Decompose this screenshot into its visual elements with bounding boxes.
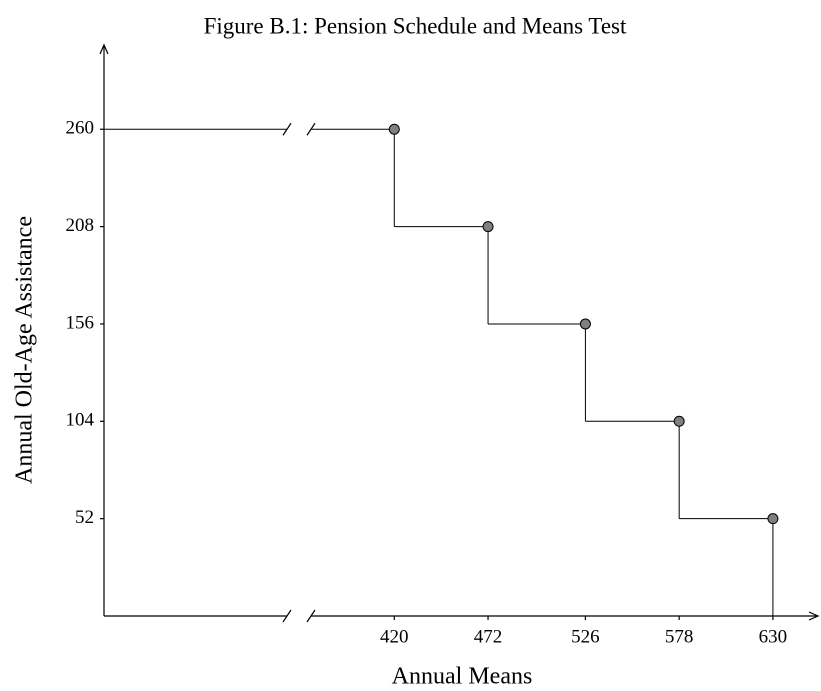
x-tick-label: 420 (380, 626, 409, 647)
step-point (482, 221, 494, 233)
x-tick-label: 526 (571, 626, 600, 647)
step-point (388, 123, 400, 135)
axis-break (306, 609, 316, 623)
y-tick-label: 104 (66, 410, 95, 431)
step-point (673, 415, 685, 427)
x-tick-label: 630 (759, 626, 788, 647)
line-break (282, 122, 292, 136)
x-tick-label: 578 (665, 626, 694, 647)
y-tick-label: 156 (66, 312, 95, 333)
step-point (767, 513, 779, 525)
y-tick-label: 260 (66, 118, 95, 139)
x-axis-label: Annual Means (392, 664, 533, 690)
axis-break (282, 609, 292, 623)
y-tick-label: 52 (75, 507, 94, 528)
x-axis-arrow (808, 611, 820, 621)
line-break (306, 122, 316, 136)
y-axis-arrow (99, 43, 109, 55)
x-tick-label: 472 (474, 626, 503, 647)
step-point (579, 318, 591, 330)
y-tick-label: 208 (66, 215, 95, 236)
chart-title: Figure B.1: Pension Schedule and Means T… (204, 13, 627, 38)
y-axis-label: Annual Old-Age Assistance (12, 216, 38, 484)
